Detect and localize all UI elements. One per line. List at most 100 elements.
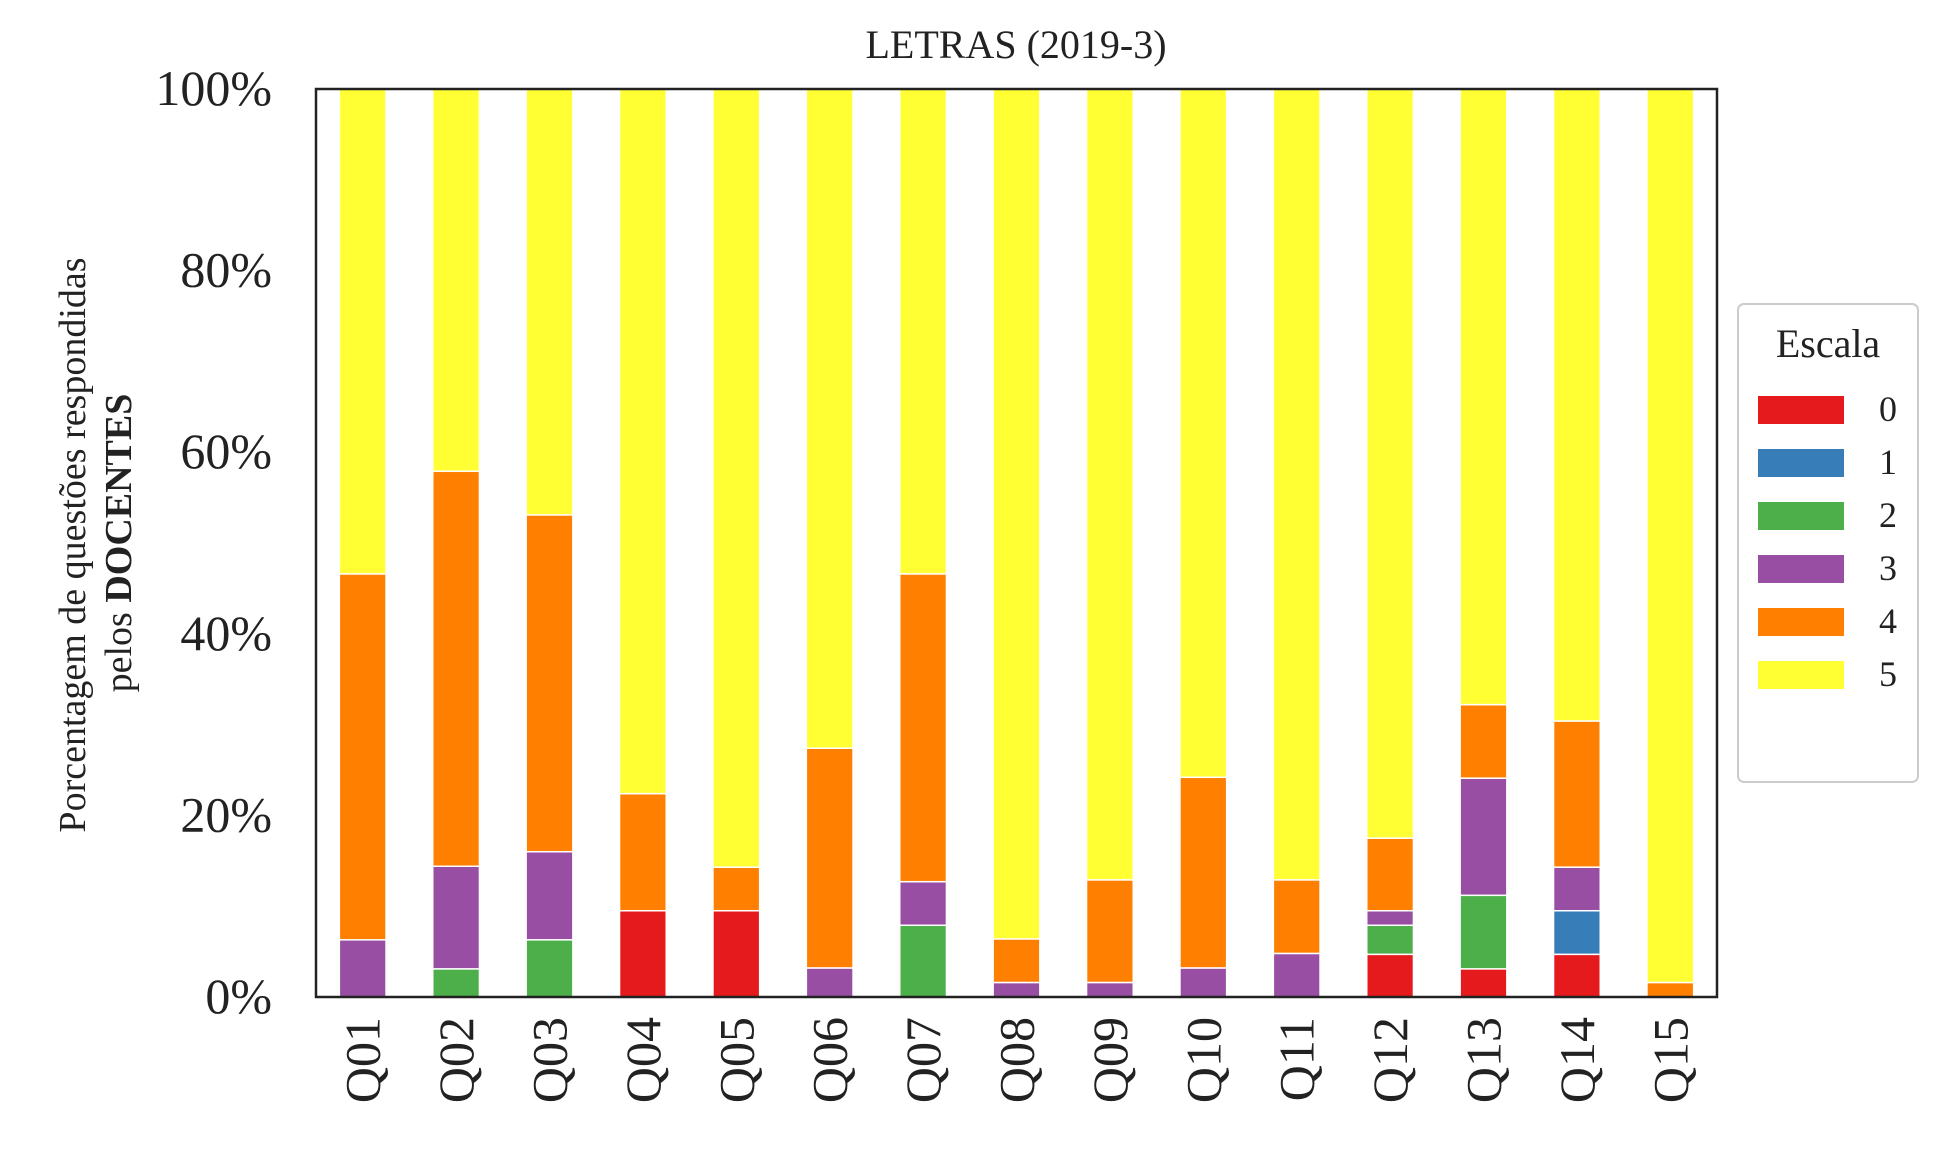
bar-q02-scale-2 (432, 968, 481, 998)
x-tick-label-q04: Q04 (615, 1017, 671, 1103)
y-tick-label: 80% (180, 242, 272, 298)
bar-q03-scale-5 (525, 88, 574, 516)
x-tick-label-q10: Q10 (1175, 1017, 1231, 1103)
bar-q04-scale-4 (618, 792, 667, 912)
y-tick-label: 60% (180, 423, 272, 479)
legend-swatch-1 (1758, 449, 1844, 477)
bar-q01-scale-4 (338, 573, 387, 941)
legend-swatch-0 (1758, 396, 1844, 424)
x-tick-label-q08: Q08 (989, 1017, 1045, 1103)
legend-label-0: 0 (1879, 389, 1897, 429)
bar-q05-scale-4 (712, 866, 761, 912)
bar-q11-scale-4 (1272, 879, 1321, 955)
y-tick-label: 40% (180, 605, 272, 661)
bar-q12-scale-2 (1366, 924, 1415, 956)
x-tick-label-q14: Q14 (1549, 1017, 1605, 1103)
bar-q12-scale-3 (1366, 909, 1415, 927)
bar-q01-scale-5 (338, 88, 387, 575)
y-tick-label: 100% (155, 60, 272, 116)
bar-q07-scale-4 (899, 573, 948, 883)
legend-swatch-3 (1758, 555, 1844, 583)
bar-q01-scale-3 (338, 939, 387, 998)
bar-q05-scale-5 (712, 88, 761, 868)
x-axis-ticks: Q01 Q02 Q03 Q04 Q05 Q06 Q07 Q08 Q09 Q10 Q11 Q12 Q13 Q… (335, 1017, 1699, 1103)
bar-q07-scale-2 (899, 924, 948, 998)
y-axis-label-line1: Porcentagem de questões respondidas (52, 257, 94, 832)
bar-q15-scale-5 (1646, 88, 1695, 984)
legend-items: 0 1 2 3 4 5 (1758, 389, 1897, 694)
bar-q14-scale-5 (1552, 88, 1602, 722)
x-tick-label-q07: Q07 (895, 1017, 951, 1103)
bar-q09-scale-5 (1085, 88, 1135, 881)
bar-q13-scale-4 (1459, 703, 1508, 779)
x-tick-label-q11: Q11 (1269, 1017, 1325, 1101)
bar-q06-scale-3 (805, 967, 854, 998)
bar-q13-scale-3 (1459, 777, 1508, 897)
bar-q09-scale-3 (1085, 981, 1135, 998)
bar-q12-scale-0 (1366, 953, 1415, 998)
bar-q04-scale-0 (618, 909, 667, 998)
legend-title: Escala (1776, 321, 1881, 366)
y-axis-label-line2: pelos DOCENTES (98, 394, 140, 693)
bar-q10-scale-5 (1179, 88, 1228, 779)
bar-q06-scale-4 (805, 747, 854, 969)
bar-q08-scale-4 (992, 938, 1041, 984)
bar-q13-scale-2 (1459, 894, 1508, 970)
bar-q11-scale-5 (1272, 88, 1321, 881)
bar-q06-scale-5 (805, 88, 854, 749)
bar-q10-scale-3 (1179, 967, 1228, 998)
plot-frame (314, 87, 1719, 999)
legend-label-4: 4 (1879, 601, 1897, 641)
x-tick-label-q03: Q03 (522, 1017, 578, 1103)
legend-label-2: 2 (1879, 495, 1897, 535)
legend-label-3: 3 (1879, 548, 1897, 588)
legend-swatch-5 (1758, 661, 1844, 689)
bar-q08-scale-3 (992, 981, 1041, 998)
bar-q11-scale-3 (1272, 952, 1321, 998)
bar-q07-scale-5 (899, 88, 948, 575)
x-tick-label-q06: Q06 (802, 1017, 858, 1103)
y-tick-label: 20% (180, 786, 272, 842)
bar-q14-scale-0 (1552, 953, 1602, 998)
legend-swatch-4 (1758, 608, 1844, 636)
x-tick-label-q12: Q12 (1362, 1017, 1418, 1103)
bar-q14-scale-3 (1552, 866, 1602, 912)
y-tick-label: 0% (205, 968, 272, 1024)
bar-q03-scale-2 (525, 939, 574, 998)
bar-q10-scale-4 (1179, 776, 1228, 969)
legend: Escala 0 1 2 3 4 5 (1737, 303, 1919, 783)
x-tick-label-q09: Q09 (1082, 1017, 1138, 1103)
x-tick-label-q13: Q13 (1456, 1017, 1512, 1103)
bar-q02-scale-3 (432, 865, 481, 970)
bar-q03-scale-3 (525, 850, 574, 941)
bar-q13-scale-0 (1459, 968, 1508, 998)
bar-q02-scale-4 (432, 470, 481, 867)
legend-label-5: 5 (1879, 654, 1897, 694)
bar-q09-scale-4 (1085, 879, 1135, 984)
bar-q14-scale-1 (1552, 909, 1602, 956)
legend-label-1: 1 (1879, 442, 1897, 482)
bar-q04-scale-5 (618, 88, 667, 795)
bar-q12-scale-5 (1366, 88, 1415, 839)
bar-q12-scale-4 (1366, 837, 1415, 912)
bar-q05-scale-0 (712, 909, 761, 998)
bar-q07-scale-3 (899, 880, 948, 927)
bar-q13-scale-5 (1459, 88, 1508, 706)
y-axis-label: Porcentagem de questões respondidas pelo… (52, 253, 140, 832)
chart-title: LETRAS (2019-3) (865, 22, 1166, 67)
x-tick-label-q15: Q15 (1642, 1017, 1698, 1103)
x-tick-label-q05: Q05 (708, 1017, 764, 1103)
x-tick-label-q02: Q02 (428, 1017, 484, 1103)
bar-q03-scale-4 (525, 514, 574, 853)
bar-q14-scale-4 (1552, 720, 1602, 868)
y-axis-label-bold: DOCENTES (98, 394, 140, 603)
y-axis-ticks: 0% 20% 40% 60% 80% 100% (155, 60, 272, 1024)
bar-q08-scale-5 (992, 88, 1041, 940)
bars-group (338, 88, 1695, 998)
y-axis-label-prefix: pelos (98, 603, 140, 693)
bar-q02-scale-5 (432, 88, 481, 473)
legend-swatch-2 (1758, 502, 1844, 530)
legend-box (1737, 303, 1919, 783)
bar-q15-scale-4 (1646, 981, 1695, 998)
